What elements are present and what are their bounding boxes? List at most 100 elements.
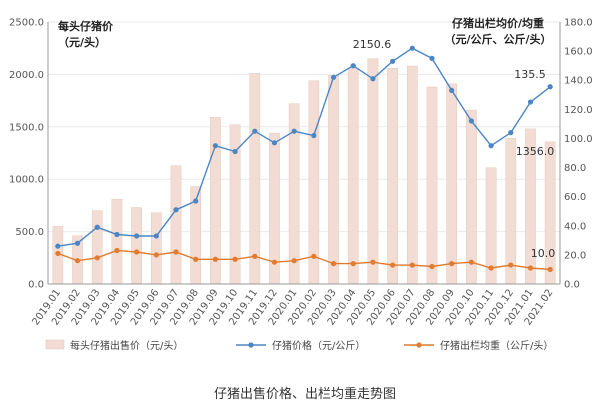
series-point-2 [252,253,258,259]
bar [406,65,418,285]
bar [367,58,379,285]
bar [328,75,339,285]
series-point-1 [527,99,534,105]
right-tick-label: 180.0 [564,18,593,29]
series-point-2 [527,265,534,271]
series-point-2 [468,259,474,265]
series-point-2 [370,259,376,265]
legend: 每头仔猪出售价（元/头） 仔猪价格（元/公斤） 仔猪出栏均重（公斤/头） [45,339,553,352]
series-point-2 [134,249,140,255]
bar [150,212,162,285]
left-tick-label: 0.0 [28,280,44,291]
series-point-2 [547,266,553,273]
legend-label-weight: 仔猪出栏均重（公斤/头） [440,339,553,352]
right-tick-label: 0.0 [564,280,580,291]
bar [446,83,458,285]
series-point-2 [114,247,120,254]
axes [47,22,561,285]
bar [347,67,359,285]
series-point-2 [193,256,199,262]
series-point-2 [94,255,100,261]
series-point-1 [94,224,100,230]
bar [308,80,320,285]
bar [131,207,142,285]
series-point-1 [252,128,258,134]
left-tick-label: 1000.0 [9,175,44,186]
series-point-1 [429,55,435,61]
legend-label-bar: 每头仔猪出售价（元/头） [70,339,183,352]
series-point-2 [449,261,455,267]
right-tick-label: 60.0 [564,192,586,203]
bar [249,73,261,285]
annotation-bar-peak: 2150.6 [353,38,392,51]
left-tick-label: 1500.0 [9,122,44,133]
series-point-1 [488,143,494,149]
chart-caption: 仔猪出售价格、出栏均重走势图 [214,386,396,402]
series-point-1 [55,243,61,249]
left-axis-title-line1: 每头仔猪价 [58,19,114,33]
series-point-1 [330,74,337,80]
legend-label-price: 仔猪价格（元/公斤） [272,339,365,352]
series-point-2 [350,261,356,267]
series-point-2 [488,265,494,271]
series-point-1 [350,63,356,69]
line-series [55,45,553,273]
bar [426,86,438,285]
series-line-2 [57,249,551,271]
right-tick-label: 80.0 [564,163,586,174]
series-point-2 [153,252,159,258]
series-point-2 [74,258,81,264]
bar [505,138,517,285]
series-point-2 [429,263,435,270]
right-tick-label: 40.0 [564,221,586,232]
series-point-1 [449,87,455,94]
series-point-1 [193,198,199,204]
left-tick-label: 2500.0 [9,18,44,29]
series-point-1 [134,233,140,239]
series-point-1 [74,240,81,246]
series-point-2 [291,258,297,264]
series-line-1 [57,47,551,247]
bar [387,67,398,285]
series-point-1 [547,84,553,90]
right-tick-label: 20.0 [564,250,586,261]
series-point-2 [508,262,514,268]
series-point-1 [311,132,317,139]
annotation-weight-last: 10.0 [531,247,556,260]
bar [170,165,182,285]
series-point-2 [271,259,278,265]
series-point-2 [232,256,238,262]
series-point-1 [409,45,415,51]
series-point-1 [114,231,120,238]
legend-swatch-weight-marker [416,342,422,348]
series-point-1 [370,76,376,82]
bar [544,141,556,285]
series-point-2 [330,261,337,267]
series-point-1 [390,58,396,64]
left-axis-title-line2: （元/头） [58,35,106,49]
right-tick-label: 140.0 [564,76,593,87]
series-point-2 [212,256,218,262]
series-point-2 [55,250,61,257]
legend-swatch-price-marker [248,342,254,348]
series-point-2 [390,262,396,268]
annotation-price-last: 135.5 [514,68,546,81]
right-tick-label: 160.0 [564,47,593,58]
series-point-1 [153,233,159,239]
bar [91,210,103,285]
gridlines [48,21,560,233]
right-tick-label: 100.0 [564,134,593,145]
series-point-1 [212,143,218,149]
series-point-2 [409,262,415,268]
series-point-1 [271,140,278,146]
right-axis-title-line2: （元/公斤、公斤/头） [444,32,551,46]
series-point-1 [508,130,514,136]
bar [466,109,477,285]
left-tick-label: 2000.0 [9,70,44,81]
series-point-2 [311,253,317,259]
legend-swatch-bar [45,339,65,350]
annotation-bar-last: 1356.0 [516,145,555,158]
right-axis-title-line1: 仔猪出栏均价/均重 [452,16,544,30]
bar [111,198,123,285]
